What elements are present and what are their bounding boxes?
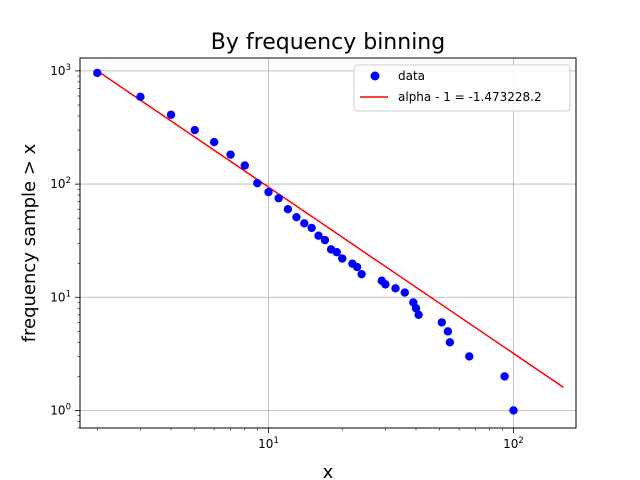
- data-point: [338, 254, 347, 263]
- data-point: [300, 219, 309, 228]
- data-point: [352, 262, 362, 272]
- data-point: [400, 288, 409, 297]
- data-point: [381, 280, 390, 289]
- legend-label-fit: alpha - 1 = -1.473228.2: [398, 90, 542, 104]
- legend-box: [353, 64, 571, 112]
- data-point: [411, 304, 421, 313]
- y-tick-label: 102: [50, 176, 71, 191]
- data-point: [274, 194, 283, 203]
- x-tick-label: 102: [503, 436, 524, 451]
- data-point: [226, 150, 235, 159]
- data-point: [253, 178, 262, 188]
- data-point: [307, 223, 316, 233]
- data-point: [443, 327, 453, 336]
- data-point: [264, 187, 273, 197]
- data-point: [509, 406, 518, 415]
- plot-series: [93, 68, 564, 415]
- fit-line: [96, 70, 564, 388]
- y-tick-label: 100: [50, 402, 71, 417]
- data-point: [445, 338, 455, 347]
- x-axis-label: x: [323, 462, 334, 480]
- data-point: [93, 68, 102, 78]
- legend: data alpha - 1 = -1.473228.2: [353, 64, 571, 112]
- data-point: [240, 161, 249, 170]
- y-axis-label: frequency sample > x: [19, 143, 40, 342]
- x-tick-label: 101: [258, 436, 279, 451]
- data-point: [190, 125, 199, 135]
- data-point: [320, 235, 330, 245]
- data-point: [414, 310, 423, 320]
- data-point: [209, 137, 219, 147]
- chart-title: By frequency binning: [211, 30, 445, 55]
- axis-ticks: 101 102 100 101 102 103: [50, 63, 524, 451]
- data-point: [391, 284, 400, 293]
- data-point: [292, 212, 301, 222]
- legend-data-marker: [370, 71, 380, 81]
- data-point: [166, 110, 176, 119]
- y-tick-label: 101: [50, 289, 71, 304]
- data-point: [314, 231, 323, 240]
- data-point: [283, 204, 293, 214]
- data-point: [500, 372, 509, 381]
- y-tick-label: 103: [50, 63, 71, 78]
- data-point: [332, 248, 341, 257]
- legend-label-data: data: [398, 69, 425, 83]
- data-point: [465, 352, 474, 361]
- data-point: [136, 92, 145, 102]
- data-point: [357, 269, 366, 279]
- data-point: [437, 318, 447, 327]
